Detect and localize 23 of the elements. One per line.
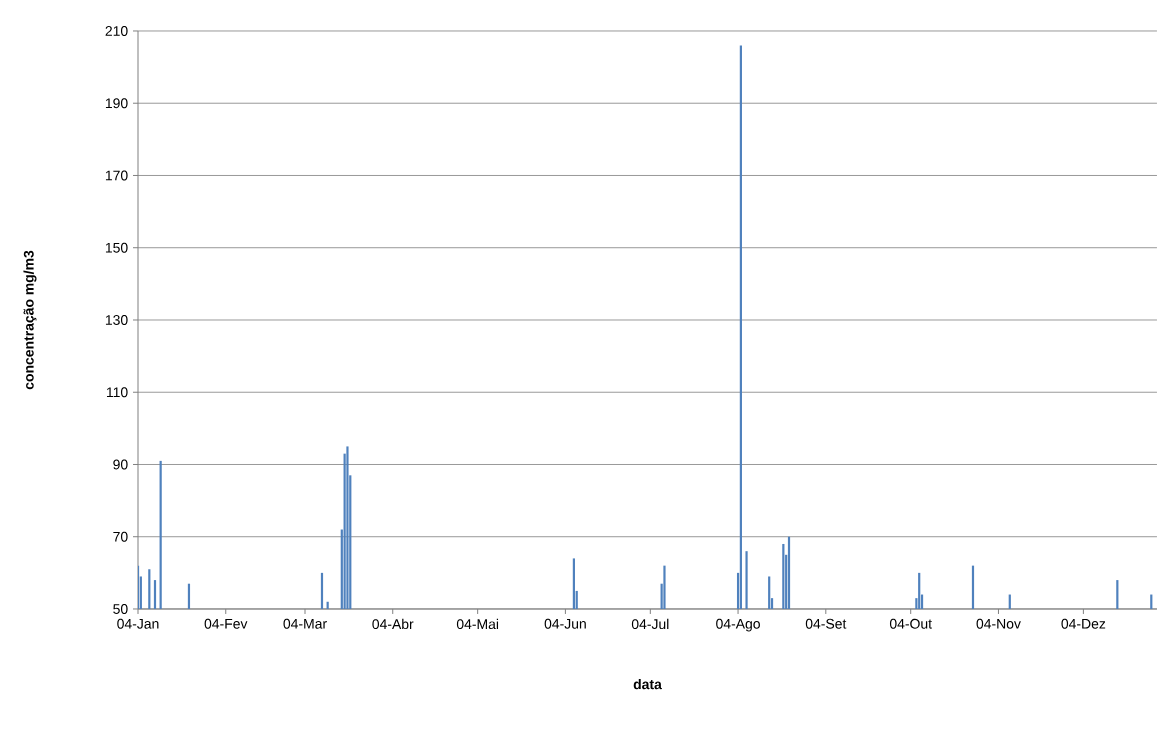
x-tick-label: 04-Jul [631,618,669,630]
x-tick-label: 04-Fev [204,618,248,629]
x-tick-label: 04-Dez [1061,618,1106,629]
x-tick-label: 04-Jan [117,618,159,629]
y-axis-title: concentração mg/m3 [23,250,37,390]
x-tick-label: 04-Mar [283,618,327,629]
x-tick-label: 04-Set [805,618,847,629]
y-tick-label: 110 [106,387,128,398]
y-tick-label: 70 [113,531,128,542]
x-axis-title: data [633,679,662,690]
y-tick-label: 210 [105,26,128,36]
y-tick-label: 170 [105,170,128,181]
x-tick-label: 04-Out [889,618,932,629]
y-tick-label: 150 [105,242,128,253]
y-tick-label: 90 [113,459,128,470]
x-tick-label: 04-Nov [976,618,1021,629]
x-tick-label: 04-Jun [544,618,586,629]
x-tick-label: 04-Abr [372,618,414,630]
y-tick-label: 130 [105,315,128,325]
x-tick-label: 04-Ago [716,618,760,632]
y-tick-label: 190 [105,98,128,109]
x-tick-label: 04-Mai [456,618,499,630]
y-tick-label: 50 [113,604,128,614]
